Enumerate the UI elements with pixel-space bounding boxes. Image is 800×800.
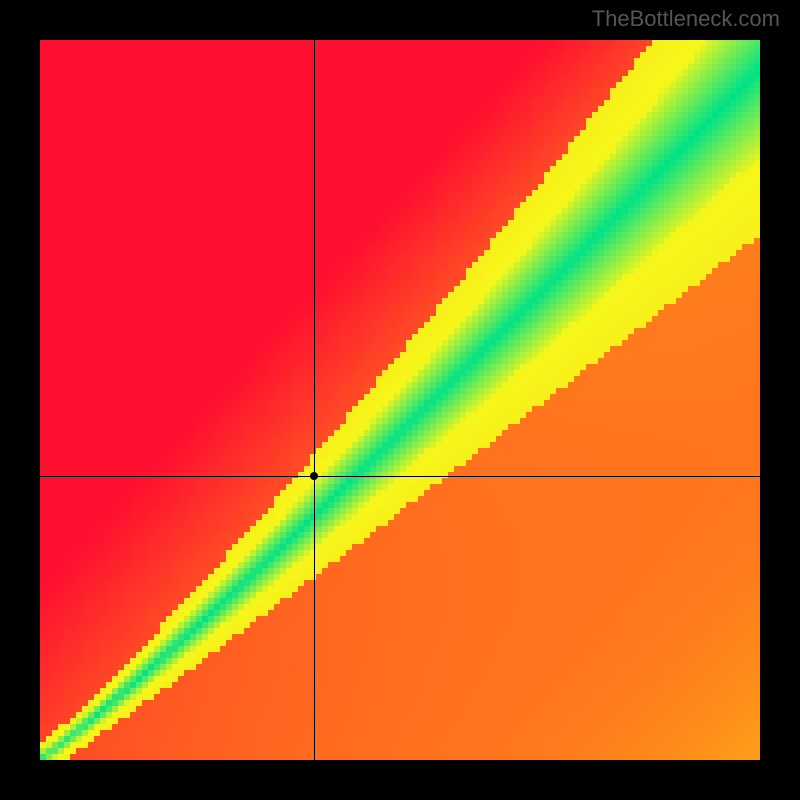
watermark-text: TheBottleneck.com xyxy=(592,6,780,32)
plot-area xyxy=(40,40,760,760)
crosshair-horizontal xyxy=(40,476,760,477)
crosshair-point xyxy=(310,472,318,480)
crosshair-vertical xyxy=(314,40,315,760)
heatmap-canvas xyxy=(40,40,760,760)
chart-container: TheBottleneck.com xyxy=(0,0,800,800)
